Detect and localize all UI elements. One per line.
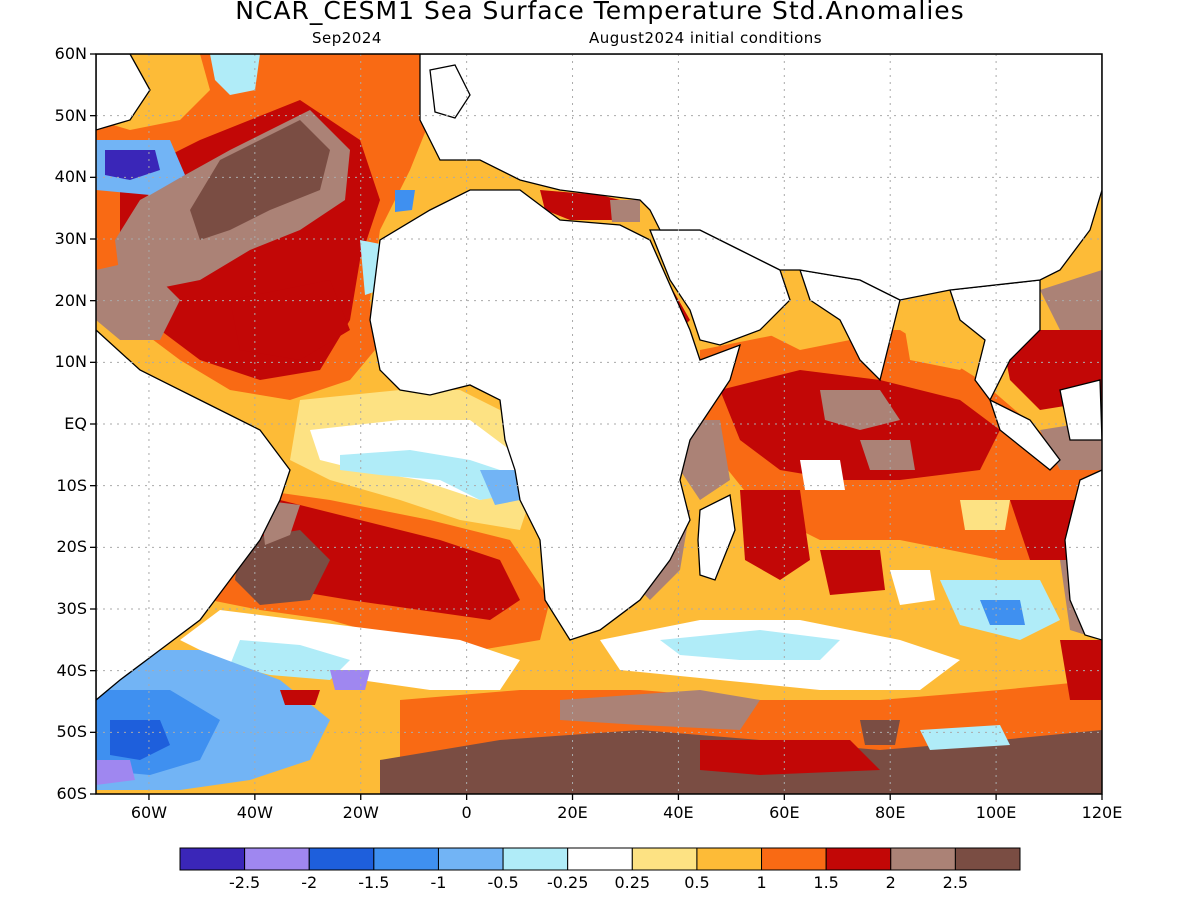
colorbar-label: -0.25 [546,873,589,892]
colorbar-label: -2 [301,873,318,892]
map-title: NCAR_CESM1 Sea Surface Temperature Std.A… [235,0,965,25]
south-america-landmass [96,329,291,701]
colorbar [179,847,1021,871]
initial-conditions: August2024 initial conditions [589,29,823,47]
lon-label: 0 [461,803,472,822]
colorbar-swatch [502,847,569,871]
colorbar-swatch [696,847,763,871]
colorbar-swatch [954,847,1021,871]
lat-label: EQ [64,414,87,433]
colorbar-swatch [567,847,633,871]
australia-landmass [1064,469,1102,641]
lon-label: 100E [975,803,1017,822]
lat-label: 40S [56,660,87,680]
colorbar-swatch [373,847,439,871]
lat-label: 20S [56,537,87,557]
colorbar-swatch [890,847,956,871]
lat-label: 10S [56,475,87,495]
colorbar-label: -1 [430,873,447,892]
lon-label: 120E [1081,803,1123,822]
lon-label: 60E [769,803,800,822]
lat-label: 60S [56,784,87,803]
lat-label: 40N [54,167,87,187]
colorbar-label: -1.5 [358,873,390,892]
africa-landmass [369,189,741,641]
forecast-month: Sep2024 [312,29,382,47]
gridlines [96,54,1102,794]
lon-label: 20E [557,803,588,822]
colorbar-label: 2.5 [942,873,969,892]
colorbar-swatch [308,847,375,871]
colorbar-label: 0.5 [684,873,710,892]
lon-label: 40E [663,803,694,822]
lon-label: 20W [342,803,379,822]
lat-label: 20N [54,290,87,310]
colorbar-label: 1.5 [813,873,839,892]
colorbar-label: 0.25 [614,873,651,892]
colorbar-swatch [761,847,827,871]
lat-label: 60N [54,44,87,63]
colorbar-swatch [244,847,310,871]
lat-label: 30S [56,599,87,618]
north-america-landmass [96,54,151,131]
lat-label: 10N [54,352,87,372]
sumatra-landmass [988,398,1061,471]
axis-ticks [90,53,1103,800]
colorbar-label: -2.5 [229,873,261,892]
colorbar-swatch [437,847,504,871]
lon-label: 60W [130,803,168,822]
colorbar-label: 1 [756,873,767,892]
lat-label: 50N [54,105,87,125]
colorbar-label: 2 [885,873,896,892]
colorbar-label: -0.5 [487,873,519,892]
lon-label: 80E [874,803,906,822]
borneo-landmass [1059,379,1102,441]
colorbar-swatch [825,847,892,871]
madagascar-landmass [697,494,736,581]
colorbar-swatch [631,847,698,871]
lon-label: 40W [236,803,273,822]
colorbar-swatch [179,847,246,871]
lat-label: 30N [54,229,87,248]
british-isles-landmass [429,64,471,119]
lat-label: 50S [56,722,87,742]
